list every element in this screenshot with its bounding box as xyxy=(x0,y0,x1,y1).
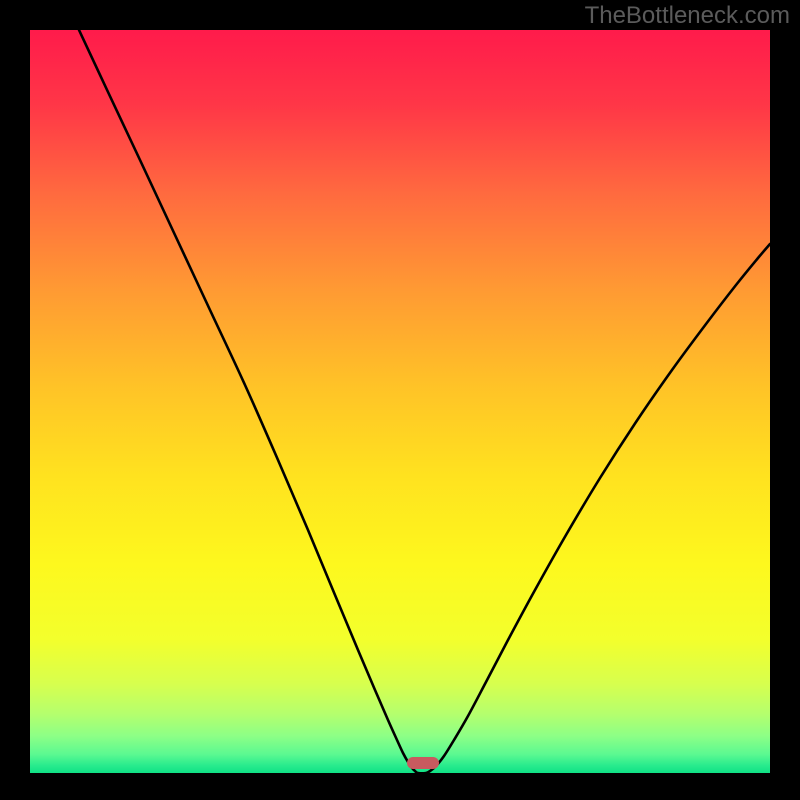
watermark-text: TheBottleneck.com xyxy=(585,2,790,30)
valley-marker xyxy=(407,757,439,769)
bottleneck-curve xyxy=(79,30,770,773)
chart-container: TheBottleneck.com xyxy=(0,0,800,800)
plot-area xyxy=(30,30,770,773)
curve-layer xyxy=(30,30,770,773)
